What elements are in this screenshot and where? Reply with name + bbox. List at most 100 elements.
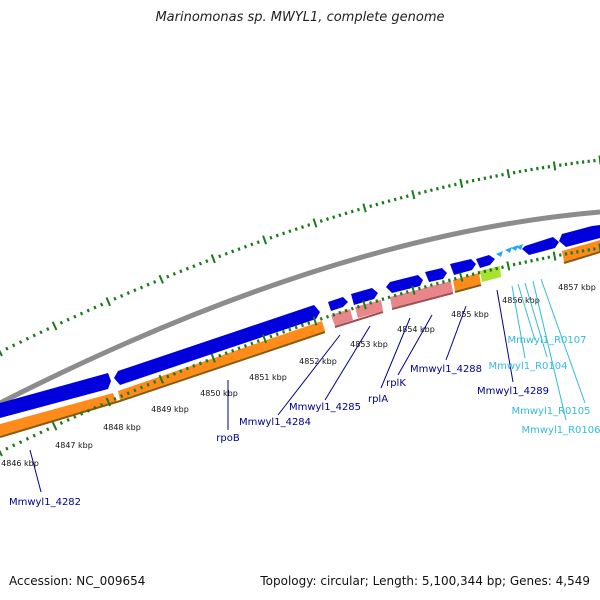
minor-tick [5, 446, 9, 451]
minor-tick [325, 217, 330, 221]
minor-tick [256, 339, 260, 343]
gene-label[interactable]: Mmwyl1_4284 [239, 417, 311, 428]
minor-tick [429, 283, 433, 287]
tick-label: 4848 kbp [103, 423, 141, 432]
feature-gene[interactable] [562, 240, 600, 262]
minor-tick [166, 274, 170, 279]
minor-tick [139, 385, 144, 390]
major-tick [362, 300, 367, 310]
feature-gene[interactable] [453, 273, 481, 291]
minor-tick [369, 301, 373, 305]
major-tick [210, 254, 216, 264]
minor-tick [477, 270, 481, 275]
tick-label: 4846 kbp [1, 459, 39, 468]
tick-label: 4856 kbp [502, 296, 540, 305]
feature-trna[interactable] [511, 245, 518, 251]
minor-tick [93, 305, 97, 310]
minor-tick [294, 325, 298, 330]
tick-label: 4853 kbp [350, 340, 388, 349]
gene-label[interactable]: Mmwyl1_R0106 [521, 425, 600, 436]
tick-label: 4847 kbp [55, 441, 93, 450]
minor-tick [179, 369, 183, 374]
minor-tick [99, 402, 104, 407]
minor-tick [46, 327, 50, 331]
minor-tick [558, 253, 562, 257]
minor-tick [399, 196, 403, 200]
minor-tick [25, 336, 30, 341]
minor-tick [524, 168, 528, 173]
minor-tick [119, 293, 124, 298]
minor-tick [237, 247, 241, 251]
major-tick [506, 261, 511, 271]
gene-label[interactable]: Mmwyl1_4282 [9, 497, 81, 508]
major-tick [411, 190, 416, 200]
feature-cds[interactable] [476, 255, 495, 268]
feature-cds[interactable] [450, 259, 476, 275]
major-tick [312, 316, 318, 326]
gene-label[interactable]: Mmwyl1_R0105 [511, 406, 590, 417]
feature-cds[interactable] [522, 237, 559, 255]
minor-tick [356, 304, 360, 309]
minor-tick [166, 374, 170, 379]
feature-cds[interactable] [328, 297, 348, 311]
minor-tick [282, 330, 286, 334]
feature-cds[interactable] [114, 305, 320, 385]
feature-rrna[interactable] [331, 309, 353, 326]
minor-tick [325, 314, 330, 319]
major-tick [552, 161, 557, 171]
minor-tick [369, 204, 373, 209]
feature-rrna[interactable] [390, 281, 453, 308]
feature-cds[interactable] [351, 288, 378, 305]
gene-label[interactable]: Mmwyl1_4289 [477, 386, 549, 397]
minor-tick [179, 269, 183, 274]
minor-tick [465, 180, 469, 184]
minor-tick [73, 314, 77, 319]
major-tick [51, 421, 58, 431]
minor-tick [224, 351, 228, 356]
gene-label[interactable]: rplA [368, 394, 388, 405]
minor-tick [530, 258, 533, 263]
minor-tick [441, 280, 445, 284]
minor-tick [541, 165, 545, 170]
tick-label: 4855 kbp [451, 310, 489, 319]
minor-tick [205, 259, 209, 263]
feature-gene[interactable] [0, 393, 117, 436]
minor-tick [429, 188, 433, 192]
gene-label[interactable]: Mmwyl1_R0107 [507, 335, 586, 346]
minor-tick [356, 207, 360, 212]
feature-gene[interactable] [118, 321, 325, 400]
minor-tick [387, 295, 391, 300]
minor-tick [381, 297, 385, 302]
major-tick [105, 397, 112, 407]
minor-tick [319, 219, 323, 223]
feature-trna[interactable] [505, 247, 512, 253]
minor-tick [344, 211, 348, 216]
minor-tick [570, 251, 574, 255]
minor-tick [237, 346, 241, 351]
minor-tick [59, 421, 64, 425]
minor-tick [73, 414, 77, 419]
minor-tick [465, 273, 469, 278]
minor-tick [483, 176, 487, 181]
major-tick [362, 203, 367, 213]
backbone-track [0, 209, 600, 406]
feature-trna[interactable] [496, 251, 503, 257]
feature-cds[interactable] [559, 225, 600, 247]
feature-rrna[interactable] [355, 300, 383, 318]
minor-tick [25, 436, 30, 441]
gene-label[interactable]: Mmwyl1_R0104 [488, 361, 567, 372]
major-tick [51, 321, 58, 331]
minor-tick [300, 225, 305, 229]
gene-label[interactable]: Mmwyl1_4285 [289, 402, 361, 413]
tick-label: 4851 kbp [249, 373, 287, 382]
feature-cds[interactable] [425, 268, 447, 282]
feature-cds[interactable] [0, 373, 111, 418]
gene-label[interactable]: Mmwyl1_4288 [410, 364, 482, 375]
feature-cds[interactable] [386, 275, 423, 293]
feature-trna[interactable] [516, 244, 523, 250]
gene-label-leaders [29, 278, 586, 493]
gene-label[interactable]: rplK [386, 378, 406, 389]
gene-label[interactable]: rpoB [216, 433, 240, 444]
minor-tick [192, 264, 196, 269]
